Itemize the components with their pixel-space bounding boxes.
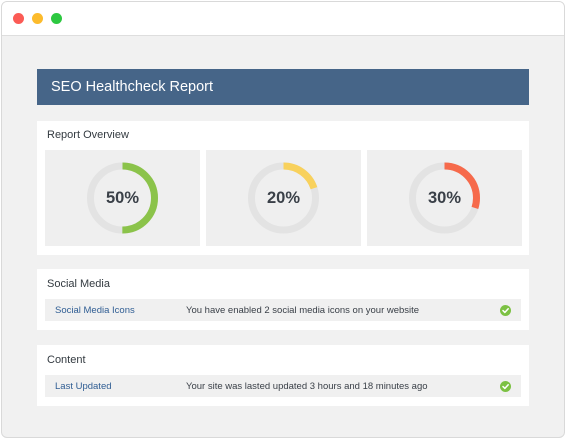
gauge-card-2: 20%	[206, 150, 361, 246]
check-circle-icon	[500, 305, 511, 316]
report-overview-panel: Report Overview 50% 20% 30%	[37, 121, 529, 255]
maximize-window-button[interactable]	[51, 13, 62, 24]
content-panel: Content Last Updated Your site was laste…	[37, 345, 529, 406]
gauge-value-1: 50%	[105, 188, 140, 207]
window-titlebar	[2, 2, 564, 36]
social-media-description: You have enabled 2 social media icons on…	[186, 305, 420, 316]
minimize-window-button[interactable]	[32, 13, 43, 24]
gauge-ring-2	[248, 162, 319, 234]
check-circle-icon	[500, 381, 511, 392]
gauge-ring-1	[87, 162, 158, 234]
last-updated-link[interactable]: Last Updated	[55, 381, 112, 392]
overview-title: Report Overview	[47, 129, 129, 141]
gauge-arc-3	[409, 162, 480, 234]
gauge-card-3: 30%	[367, 150, 522, 246]
social-media-panel: Social Media Social Media Icons You have…	[37, 269, 529, 330]
gauge-arc-2	[248, 162, 319, 234]
gauge-value-3: 30%	[427, 188, 462, 207]
gauge-card-1: 50%	[45, 150, 200, 246]
close-window-button[interactable]	[13, 13, 24, 24]
social-media-row: Social Media Icons You have enabled 2 so…	[45, 299, 521, 321]
report-header: SEO Healthcheck Report	[37, 69, 529, 105]
gauge-value-2: 20%	[266, 188, 301, 207]
last-updated-description: Your site was lasted updated 3 hours and…	[186, 381, 428, 392]
gauge-ring-3	[409, 162, 480, 234]
report-title: SEO Healthcheck Report	[51, 79, 213, 95]
last-updated-row: Last Updated Your site was lasted update…	[45, 375, 521, 397]
gauge-arc-1	[87, 162, 158, 234]
content-title: Content	[47, 354, 86, 366]
social-media-title: Social Media	[47, 278, 110, 290]
social-media-icons-link[interactable]: Social Media Icons	[55, 305, 135, 316]
